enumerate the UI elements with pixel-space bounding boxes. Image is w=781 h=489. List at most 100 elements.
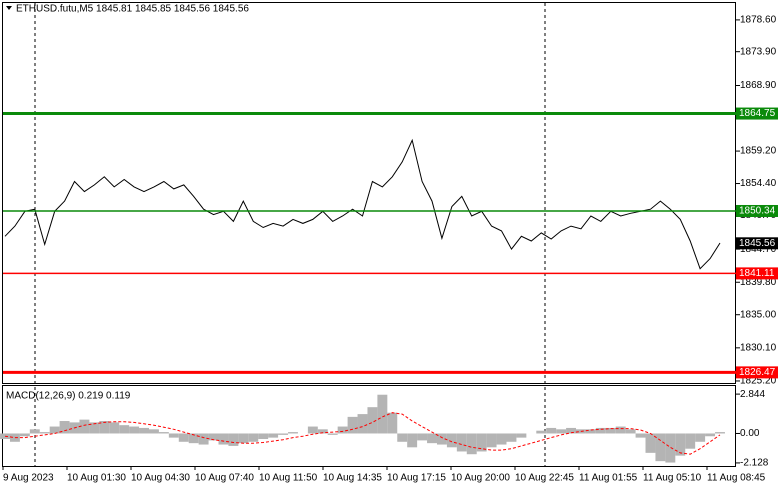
macd-bar: [446, 433, 457, 448]
macd-bar: [506, 433, 517, 442]
y-tick-label: 0.00: [740, 428, 760, 439]
macd-bar: [109, 422, 120, 434]
x-tick-label: 11 Aug 01:55: [579, 473, 638, 484]
level-label-box: [736, 204, 778, 217]
x-tick-label: 10 Aug 01:30: [67, 473, 126, 484]
macd-bar: [228, 433, 239, 446]
macd-bar: [655, 433, 666, 462]
x-tick-label: 10 Aug 20:00: [451, 473, 510, 484]
level-label-box: [736, 267, 778, 280]
macd-bar: [99, 421, 110, 434]
macd-bar: [585, 429, 596, 434]
x-tick-label: 9 Aug 2023: [3, 473, 54, 484]
y-tick-label: 1859.20: [740, 146, 777, 157]
macd-bar: [605, 427, 616, 434]
macd-bar: [417, 433, 428, 441]
macd-bar: [367, 407, 378, 434]
macd-bar: [635, 433, 646, 438]
macd-bar: [556, 429, 567, 434]
macd-bar: [427, 433, 437, 444]
menu-arrow[interactable]: [6, 6, 12, 10]
x-tick-label: 10 Aug 14:35: [323, 473, 382, 484]
y-tick-label: 1868.90: [740, 80, 777, 91]
x-tick-label: 10 Aug 04:30: [131, 473, 190, 484]
macd-bar: [29, 429, 40, 434]
macd-bar: [268, 433, 279, 438]
macd-bar: [288, 432, 298, 434]
macd-bar: [238, 433, 249, 444]
macd-bar: [79, 419, 90, 434]
macd-bar: [49, 426, 60, 434]
macd-bar: [685, 433, 696, 449]
macd-bar: [278, 433, 289, 435]
macd-bar: [516, 433, 527, 438]
macd-bar: [715, 432, 725, 434]
macd-bar: [89, 422, 100, 434]
macd-bar: [198, 433, 209, 445]
macd-bar: [188, 433, 199, 444]
macd-bar: [129, 426, 140, 434]
macd-bar: [19, 433, 30, 437]
x-tick-label: 10 Aug 11:50: [259, 473, 318, 484]
y-tick-label: 1830.10: [740, 342, 777, 353]
macd-bar: [486, 433, 497, 448]
macd-bar: [218, 433, 229, 445]
macd-bar: [39, 432, 50, 434]
level-label-box: [736, 366, 778, 379]
last-price-label: 1845.56: [739, 238, 776, 249]
macd-bar: [407, 433, 418, 448]
macd-bar: [158, 432, 169, 434]
macd-bar: [645, 433, 656, 453]
chart-title: ETHUSD.futu,M5 1845.81 1845.85 1845.56 1…: [16, 4, 249, 15]
macd-bar: [248, 433, 259, 442]
macd-bar: [595, 427, 606, 434]
x-tick-label: 10 Aug 07:40: [195, 473, 254, 484]
macd-bar: [536, 430, 547, 434]
x-tick-label: 10 Aug 17:15: [387, 473, 446, 484]
macd-bar: [357, 414, 368, 434]
macd-bar: [436, 433, 447, 445]
y-tick-label: 1835.00: [740, 309, 777, 320]
x-tick-label: 11 Aug 05:10: [643, 473, 702, 484]
y-tick-label: 2.844: [740, 389, 765, 400]
macd-bar: [139, 427, 149, 434]
x-tick-label: 10 Aug 22:45: [515, 473, 574, 484]
macd-bar: [208, 433, 219, 441]
macd-bar: [387, 412, 398, 434]
macd-bar: [466, 433, 477, 455]
macd-bar: [456, 433, 467, 452]
y-tick-label: -2.128: [740, 458, 769, 469]
signal-line: [4, 412, 721, 455]
macd-bar: [327, 433, 338, 435]
macd-bar: [566, 427, 577, 434]
y-tick-label: 1854.40: [740, 178, 777, 189]
level-label: 1841.11: [739, 268, 775, 279]
macd-bar: [347, 416, 358, 434]
last-price-box: [736, 237, 778, 250]
macd-bar: [377, 394, 388, 434]
y-tick-label: 1873.90: [740, 46, 777, 57]
y-tick-label: 1839.80: [740, 277, 777, 288]
macd-bar: [675, 433, 686, 456]
macd-bar: [337, 426, 348, 434]
macd-bar: [615, 426, 626, 434]
price-line: [4, 138, 721, 270]
macd-title: MACD(12,26,9) 0.219 0.119: [6, 391, 131, 402]
macd-bar: [625, 429, 636, 434]
macd-bar: [119, 425, 130, 434]
macd-bar: [496, 433, 507, 445]
y-tick-label: 1878.60: [740, 15, 777, 26]
level-label: 1864.75: [739, 108, 776, 119]
macd-bar: [705, 433, 716, 437]
macd-bar: [665, 433, 676, 463]
macd-bar: [546, 427, 557, 434]
macd-bar: [397, 433, 408, 442]
macd-bar: [695, 433, 706, 442]
macd-bar: [59, 421, 70, 434]
y-tick-label: 1825.20: [740, 376, 777, 387]
price-panel-frame: [2, 2, 736, 384]
macd-panel-frame: [2, 385, 736, 467]
macd-bar: [258, 433, 269, 440]
